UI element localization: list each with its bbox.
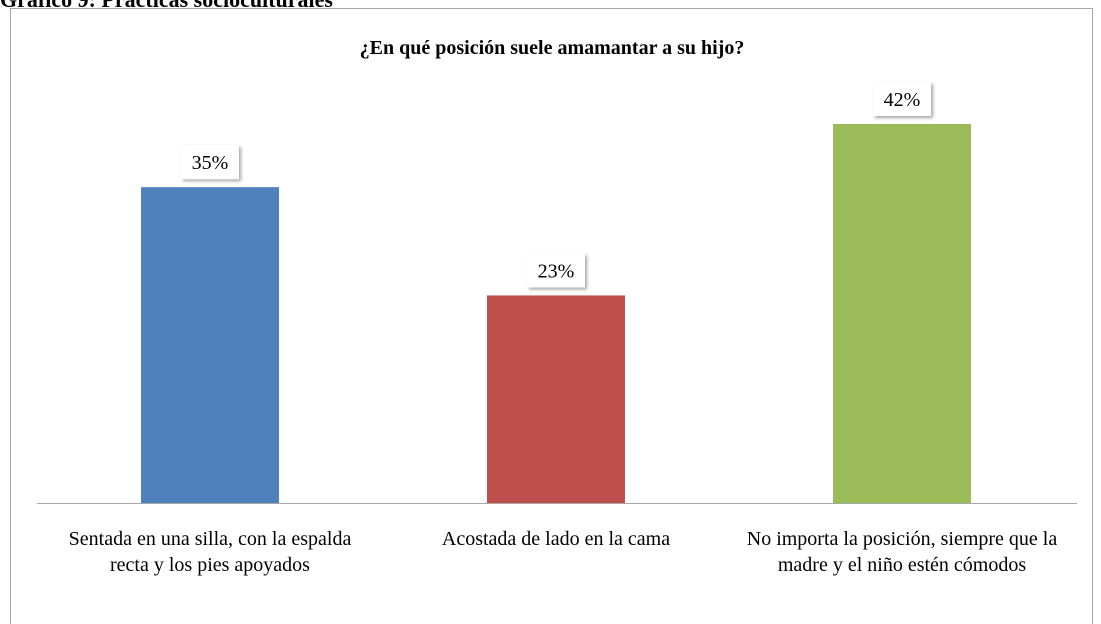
bar (141, 187, 279, 503)
x-tick-label: Acostada de lado en la cama (441, 528, 671, 550)
value-label-bg (181, 145, 239, 180)
value-label-bg (527, 253, 585, 288)
value-label: 35% (192, 152, 229, 174)
value-label-bg (873, 82, 931, 116)
bar (833, 124, 971, 503)
value-label: 42% (884, 89, 921, 111)
value-label: 23% (538, 260, 575, 282)
x-tick-label: No importa la posición, siempre que la m… (746, 528, 1058, 576)
chart-title: ¿En qué posición suele amamantar a su hi… (360, 37, 745, 59)
x-tick-label: Sentada en una silla, con la espalda rec… (68, 528, 352, 576)
bar (487, 295, 625, 503)
